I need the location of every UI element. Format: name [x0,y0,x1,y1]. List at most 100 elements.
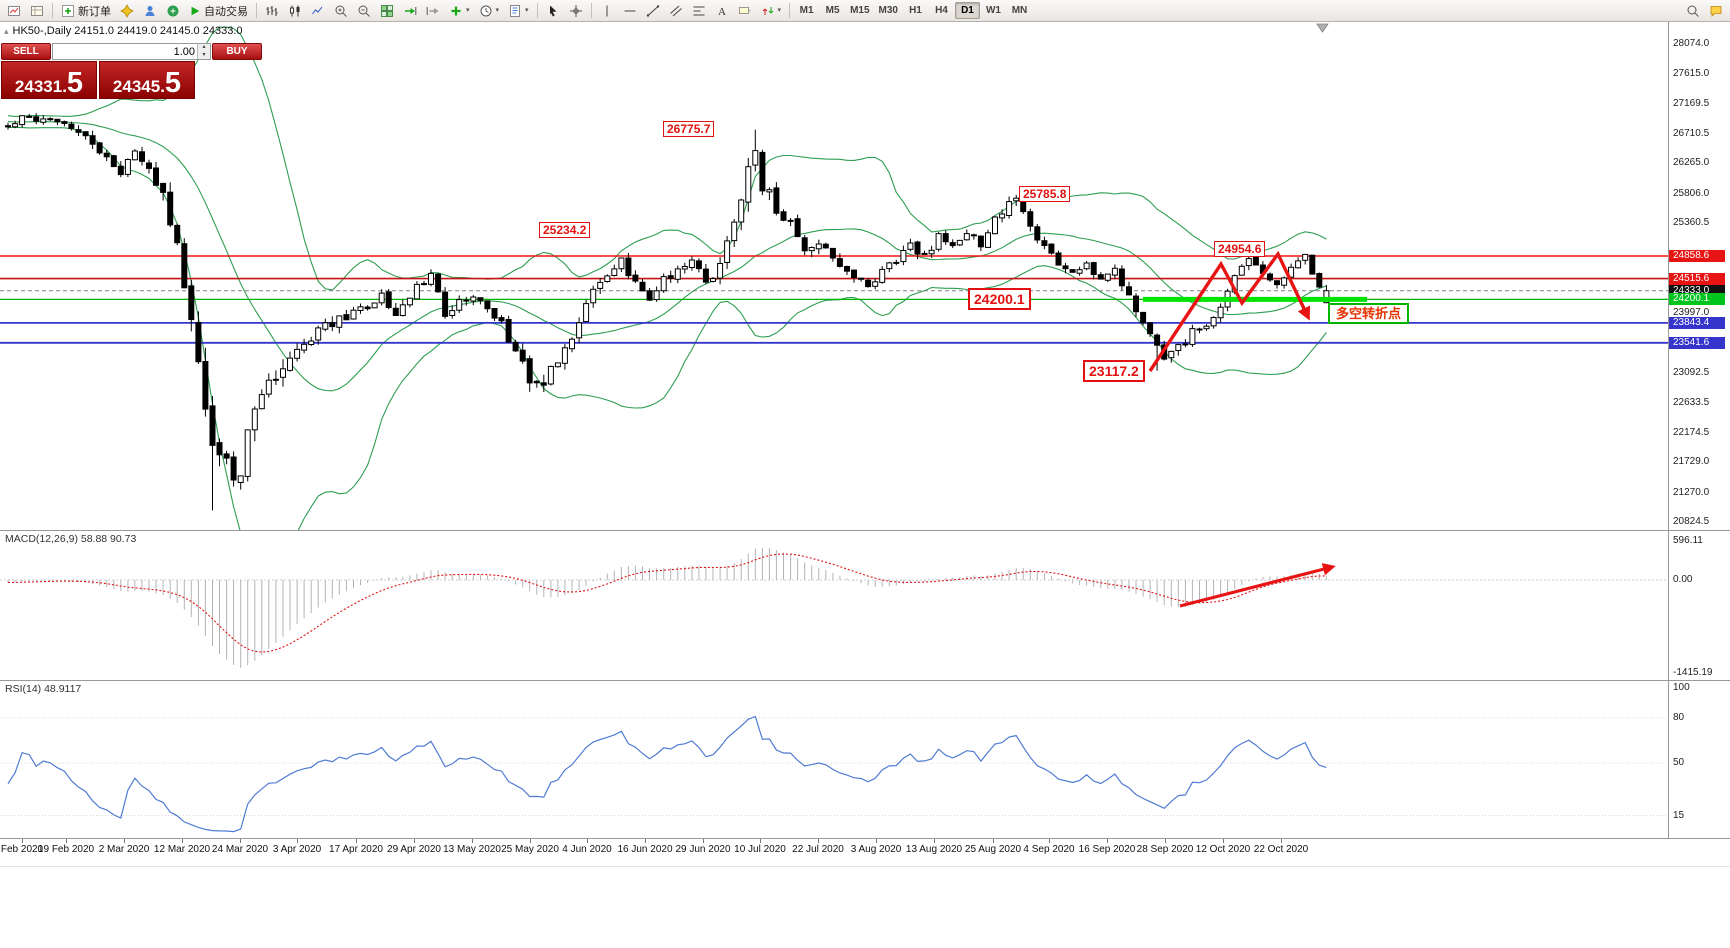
horizontal-line-icon [624,10,636,11]
timeframe-h1[interactable]: H1 [903,2,928,19]
price-big-digit: 5 [66,67,84,100]
periods-button[interactable]: ▾ [475,1,504,21]
new-chart-button[interactable] [3,1,25,21]
one-click-trading-panel: SELL ▴ ▾ BUY 24331.5 24345.5 [1,43,262,99]
volume-input[interactable] [53,44,197,59]
new-order-icon [62,4,74,17]
timeframe-w1[interactable]: W1 [981,2,1006,19]
vertical-line-icon [606,5,608,16]
channel-tool-button[interactable] [665,1,687,21]
timeframe-m15[interactable]: M15 [846,2,873,19]
timeframe-m30[interactable]: M30 [875,2,902,19]
timeframe-d1[interactable]: D1 [954,2,980,19]
timeframe-m1[interactable]: M1 [794,2,819,19]
search-icon [1687,5,1699,17]
macd-indicator-label: MACD(12,26,9) 58.88 90.73 [5,533,137,545]
expert-advisors-button[interactable] [116,1,138,21]
tile-windows-icon [381,4,393,17]
chevron-down-icon: ▾ [777,7,782,14]
rsi-indicator-label: RSI(14) 48.9117 [5,683,82,695]
auto-trading-button[interactable]: 自动交易 [185,1,252,21]
new-order-label: 新订单 [78,5,111,18]
chevron-down-icon: ▾ [495,7,500,14]
new-chart-icon [8,5,20,16]
zoom-in-button[interactable] [330,1,352,21]
bar-chart-icon [266,5,278,16]
vertical-line-tool-button[interactable] [596,1,618,21]
toolbar-separator [590,3,592,18]
sell-price-display[interactable]: 24331. 5 [1,61,97,99]
auto-scroll-button[interactable] [399,1,421,21]
price-main-digits: 24331. [14,77,67,97]
channel-icon [669,5,682,16]
timeframe-h4[interactable]: H4 [929,2,954,19]
chart-shift-icon [426,6,439,15]
tile-windows-button[interactable] [376,1,398,21]
chevron-down-icon: ▾ [466,7,470,14]
new-order-button[interactable]: 新订单 [57,1,115,21]
trendline-icon [646,4,659,17]
timeframe-m5[interactable]: M5 [820,2,845,19]
zoom-out-icon [358,5,370,17]
crosshair-icon [569,4,582,17]
signals-button[interactable] [139,1,161,21]
periods-clock-icon [480,5,492,16]
line-chart-button[interactable] [307,1,329,21]
text-icon: A [718,6,726,18]
auto-trading-label: 自动交易 [204,5,248,18]
fibonacci-tool-button[interactable] [688,1,710,21]
chat-icon [1710,5,1722,17]
text-tool-button[interactable]: A [711,1,733,21]
volume-down-icon[interactable]: ▾ [198,51,210,59]
templates-button[interactable]: ▾ [504,1,533,21]
chat-button[interactable] [1705,1,1727,21]
line-chart-icon [312,6,323,14]
arrows-tool-button[interactable]: ▾ [757,1,786,21]
timeframe-mn[interactable]: MN [1007,2,1032,19]
zoom-out-button[interactable] [353,1,375,21]
zoom-in-icon [335,5,347,17]
trendline-tool-button[interactable] [642,1,664,21]
profiles-button[interactable] [26,1,48,21]
market-icon [167,5,179,16]
buy-button[interactable]: BUY [212,43,262,60]
candlestick-chart-button[interactable] [284,1,306,21]
crosshair-button[interactable] [565,1,587,21]
volume-field: ▴ ▾ [52,43,211,60]
signals-person-icon [145,5,155,16]
sell-button[interactable]: SELL [1,43,51,60]
profiles-icon [31,5,43,16]
trade-panel-toggle-icon[interactable]: ▴ [4,25,9,36]
bar-chart-button[interactable] [261,1,283,21]
templates-icon [510,4,521,17]
fibonacci-icon [693,6,705,15]
chart-ohlc-header: ▴ HK50-,Daily 24151.0 24419.0 24145.0 24… [4,25,243,37]
chart-ohlc-text: HK50-,Daily 24151.0 24419.0 24145.0 2433… [12,25,243,37]
arrows-icon [762,6,773,15]
cursor-icon [549,5,557,16]
auto-scroll-icon [405,6,417,15]
volume-up-icon[interactable]: ▴ [198,44,210,52]
main-toolbar: 新订单 自动交易 ▾ ▾ ▾ A ▾ M1 M5 M15 M30 H1 H [0,0,1730,22]
chevron-down-icon: ▾ [525,7,529,14]
label-icon [738,6,751,14]
indicators-plus-icon [451,6,461,15]
expert-advisors-icon [120,3,134,18]
cursor-button[interactable] [542,1,564,21]
price-main-digits: 24345. [112,77,165,97]
label-tool-button[interactable] [734,1,756,21]
price-big-digit: 5 [164,67,182,100]
chart-shift-button[interactable] [422,1,444,21]
auto-trading-play-icon [191,6,200,15]
indicators-button[interactable]: ▾ [445,1,474,21]
volume-spinner: ▴ ▾ [197,44,210,59]
search-button[interactable] [1682,1,1704,21]
svg-text:A: A [718,6,726,18]
toolbar-separator [256,3,257,18]
market-button[interactable] [162,1,184,21]
candlestick-chart-icon [290,5,300,16]
buy-price-display[interactable]: 24345. 5 [99,61,195,99]
horizontal-line-tool-button[interactable] [619,1,641,21]
